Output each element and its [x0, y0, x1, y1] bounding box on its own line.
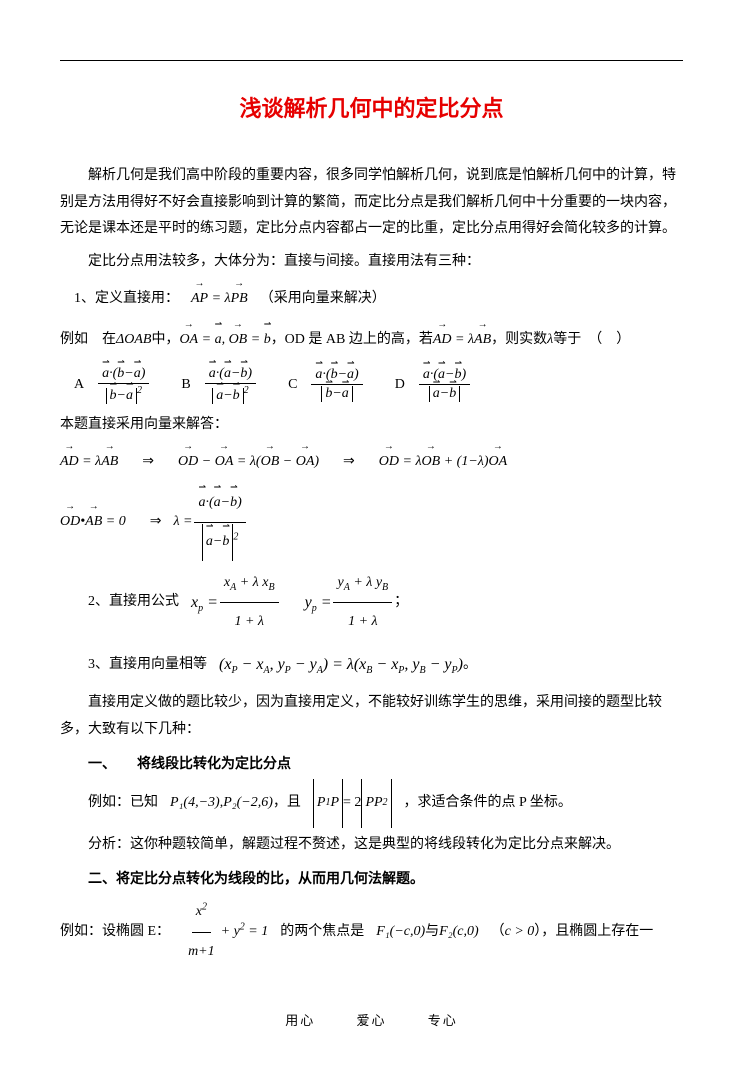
choice-row: A a·(b−a) b−a2 B a·(a−b) a−b2 C a·(b−a) … [74, 366, 683, 404]
choice-c: C a·(b−a) b−a [288, 367, 365, 402]
focus-f2: F₂(c,0) [439, 914, 478, 950]
intro-paragraph-2: 定比分点用法较多，大体分为：直接与间接。直接用法有三种： [60, 249, 683, 276]
section-1-head: 一、 将线段比转化为定比分点 [88, 753, 683, 773]
method-2-label: 2、直接用公式 [88, 584, 179, 620]
method-2-line: 2、直接用公式 xp = xA + λ xB 1 + λ yp = yA + λ… [88, 565, 683, 641]
point-p2: P₂(−2,6) [223, 785, 273, 821]
example-1: 例如 在 ΔOAB 中， OA = a, OB = b ，OD 是 AB 边上的… [60, 322, 683, 358]
example-1-prefix: 例如 在 [60, 322, 116, 358]
example-section-1: 例如：已知 P₁(4,−3), P₂(−2,6) ，且 P1P = 2PP2 ，… [88, 779, 683, 827]
method-1-note: （采用向量来解决） [260, 281, 386, 317]
ex-s2-tail2: ），且椭圆上存在一 [534, 914, 653, 950]
example-1-end: 等于 （ ） [553, 322, 630, 358]
ex-s2-prefix: 例如：设椭圆 E： [60, 914, 170, 950]
ex-s2-tail1: （ [491, 914, 505, 950]
footer-c: 专心 [428, 1013, 458, 1028]
example-1-mid1: 中， [151, 322, 179, 358]
ex-s1-prefix: 例如：已知 [88, 785, 158, 821]
footer-b: 爱心 [356, 1013, 386, 1028]
footer: 用心 爱心 专心 [60, 1010, 683, 1029]
method-3-line: 3、直接用向量相等 (xP − xA, yP − yA) = λ(xB − xP… [88, 644, 683, 686]
page: 浅谈解析几何中的定比分点 解析几何是我们高中阶段的重要内容，很多同学怕解析几何，… [0, 0, 743, 1069]
ex-s2-and: 与 [425, 914, 439, 950]
point-p1: P₁(4,−3) [170, 785, 220, 821]
direct-note: 直接用定义做的题比较少，因为直接用定义，不能较好训练学生的思维，采用间接的题型比… [60, 690, 683, 743]
focus-f1: F₁(−c,0) [376, 914, 425, 950]
example-1-mid2: ，OD 是 AB 边上的高，若 [271, 322, 433, 358]
footer-a: 用心 [285, 1013, 315, 1028]
ex-s1-mid: ，且 [273, 785, 301, 821]
solution-line-2: OD•AB = 0 ⇒ λ = a·(a−b) a−b2 [60, 485, 683, 561]
section-2-head: 二、将定比分点转化为线段的比，从而用几何法解题。 [88, 868, 683, 888]
example-section-2: 例如：设椭圆 E： x2 m+1 + y2 = 1 的两个焦点是 F₁(−c,0… [60, 894, 683, 970]
method-3-label: 3、直接用向量相等 [88, 647, 207, 683]
c-cond: c > 0 [505, 914, 535, 950]
choice-b: B a·(a−b) a−b2 [181, 366, 258, 404]
ex-s1-tail: ，求适合条件的点 P 坐标。 [404, 785, 572, 821]
solution-head: 本题直接采用向量来解答： [60, 412, 683, 439]
solution-line-1: AD = λAB ⇒ OD − OA = λ(OB − OA) ⇒ OD = λ… [60, 444, 683, 480]
method-1-line: 1、定义直接用： AP = λPB （采用向量来解决） [74, 281, 683, 317]
example-1-tail: ，则实数 [491, 322, 547, 358]
choice-d: D a·(a−b) a−b [395, 367, 472, 402]
page-title: 浅谈解析几何中的定比分点 [60, 91, 683, 123]
top-rule [60, 60, 683, 61]
analysis: 分析：这你种题较简单，解题过程不赘述，这是典型的将线段转化为定比分点来解决。 [60, 832, 683, 859]
ex-s2-mid: 的两个焦点是 [280, 914, 364, 950]
intro-paragraph-1: 解析几何是我们高中阶段的重要内容，很多同学怕解析几何，说到底是怕解析几何中的计算… [60, 163, 683, 243]
choice-a: A a·(b−a) b−a2 [74, 366, 151, 404]
method-1-label: 1、定义直接用： [74, 281, 179, 317]
